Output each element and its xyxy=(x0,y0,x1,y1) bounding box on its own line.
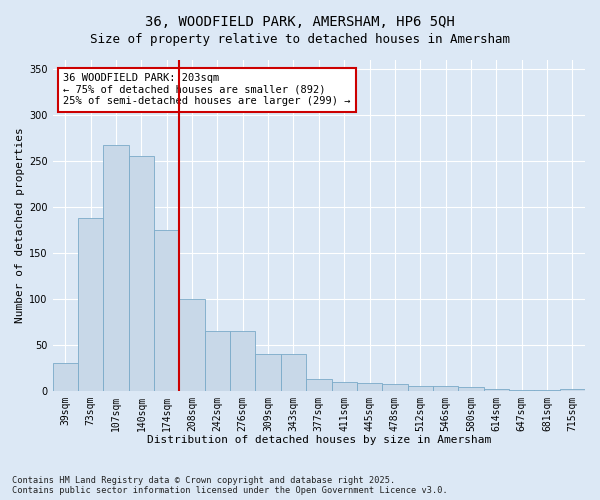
Bar xyxy=(357,384,382,390)
Bar xyxy=(332,382,357,390)
Bar xyxy=(306,379,332,390)
Bar xyxy=(154,230,179,390)
Bar xyxy=(205,331,230,390)
Text: 36, WOODFIELD PARK, AMERSHAM, HP6 5QH: 36, WOODFIELD PARK, AMERSHAM, HP6 5QH xyxy=(145,15,455,29)
Bar xyxy=(230,331,256,390)
Bar xyxy=(433,386,458,390)
Bar xyxy=(458,387,484,390)
Bar xyxy=(53,363,78,390)
Y-axis label: Number of detached properties: Number of detached properties xyxy=(15,128,25,323)
Bar xyxy=(382,384,407,390)
Bar xyxy=(103,144,129,390)
Text: Contains HM Land Registry data © Crown copyright and database right 2025.
Contai: Contains HM Land Registry data © Crown c… xyxy=(12,476,448,495)
Bar xyxy=(129,156,154,390)
Bar xyxy=(281,354,306,391)
X-axis label: Distribution of detached houses by size in Amersham: Distribution of detached houses by size … xyxy=(147,435,491,445)
Bar xyxy=(484,389,509,390)
Bar xyxy=(256,354,281,391)
Bar xyxy=(560,389,585,390)
Bar xyxy=(78,218,103,390)
Text: 36 WOODFIELD PARK: 203sqm
← 75% of detached houses are smaller (892)
25% of semi: 36 WOODFIELD PARK: 203sqm ← 75% of detac… xyxy=(63,73,351,106)
Bar xyxy=(179,299,205,390)
Bar xyxy=(407,386,433,390)
Text: Size of property relative to detached houses in Amersham: Size of property relative to detached ho… xyxy=(90,32,510,46)
